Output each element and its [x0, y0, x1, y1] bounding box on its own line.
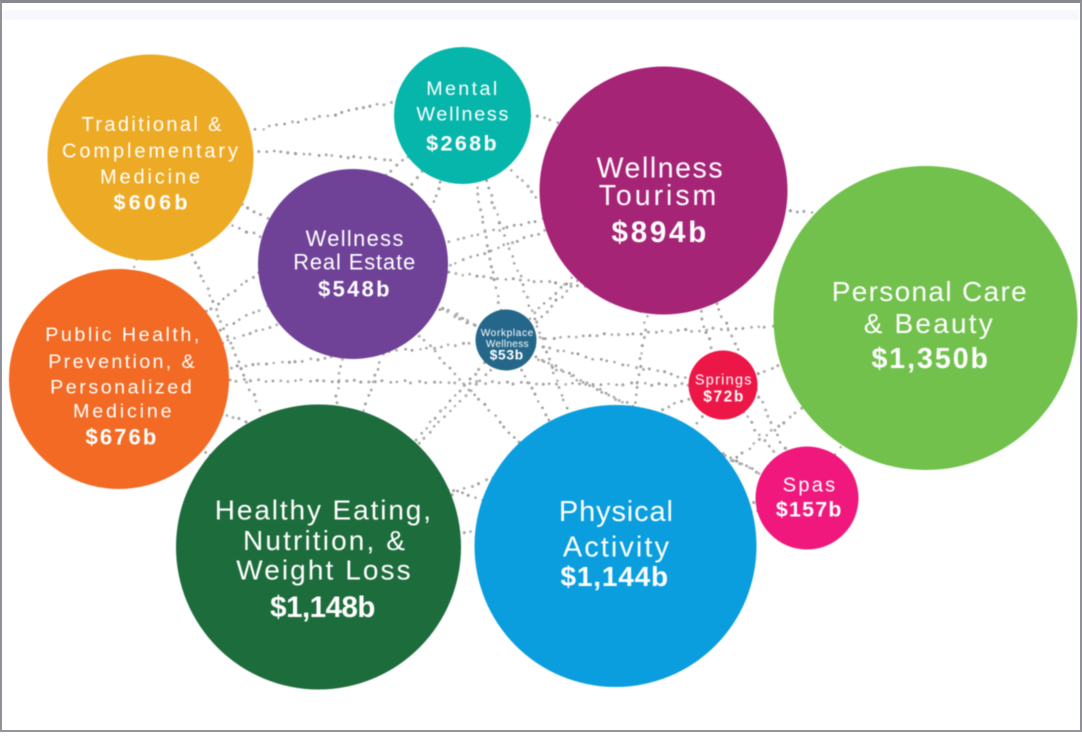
svg-text:Workplace: Workplace: [481, 328, 534, 339]
svg-text:$548b: $548b: [318, 276, 389, 301]
svg-text:$606b: $606b: [114, 190, 188, 214]
svg-text:$1,350b: $1,350b: [871, 343, 987, 375]
svg-text:Personalized: Personalized: [50, 377, 192, 399]
svg-text:$72b: $72b: [703, 388, 743, 405]
svg-text:Healthy Eating,: Healthy Eating,: [215, 494, 431, 525]
svg-text:Public Health,: Public Health,: [45, 324, 199, 346]
svg-text:$676b: $676b: [86, 425, 157, 450]
svg-text:Springs: Springs: [695, 373, 752, 389]
svg-text:Weight Loss: Weight Loss: [236, 554, 410, 585]
svg-text:Complementary: Complementary: [62, 141, 238, 163]
svg-text:Physical: Physical: [559, 496, 673, 528]
svg-text:$1,144b: $1,144b: [560, 561, 668, 592]
svg-text:Mental: Mental: [426, 78, 497, 100]
svg-text:Real Estate: Real Estate: [293, 249, 415, 274]
svg-text:Wellness: Wellness: [306, 226, 404, 251]
svg-text:& Beauty: & Beauty: [864, 308, 993, 339]
svg-text:Wellness: Wellness: [416, 104, 508, 126]
svg-text:Activity: Activity: [563, 532, 670, 564]
svg-text:Personal Care: Personal Care: [832, 276, 1027, 307]
svg-text:Spas: Spas: [783, 475, 835, 497]
svg-text:Tourism: Tourism: [599, 180, 717, 212]
svg-text:$268b: $268b: [426, 132, 497, 156]
svg-text:Nutrition, &: Nutrition, &: [243, 525, 405, 556]
svg-text:Wellness: Wellness: [597, 152, 723, 184]
svg-text:Medicine: Medicine: [73, 401, 172, 423]
svg-text:Wellness: Wellness: [486, 339, 529, 350]
svg-text:$894b: $894b: [612, 216, 707, 249]
svg-text:$1,148b: $1,148b: [270, 591, 375, 624]
svg-text:$157b: $157b: [776, 498, 842, 522]
svg-text:$53b: $53b: [490, 348, 523, 363]
svg-text:Medicine: Medicine: [100, 167, 200, 189]
